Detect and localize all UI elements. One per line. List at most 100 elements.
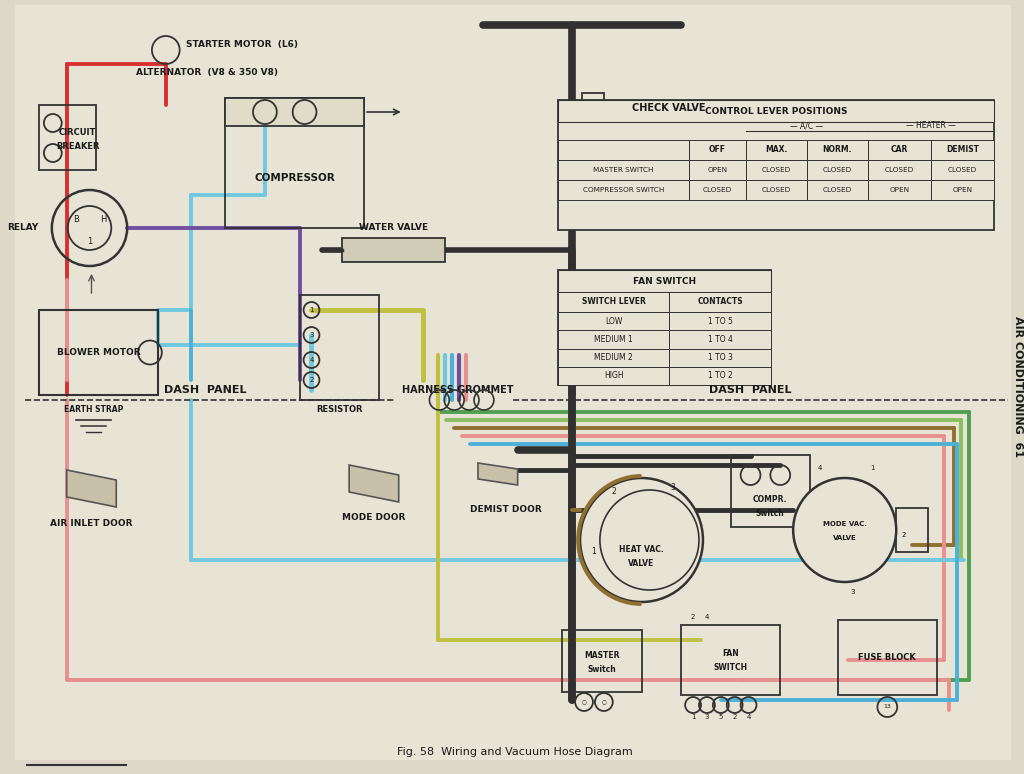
Text: COMPRESSOR: COMPRESSOR bbox=[254, 173, 335, 183]
Bar bbox=[931, 180, 994, 200]
Text: B: B bbox=[73, 215, 79, 224]
Bar bbox=[558, 270, 771, 292]
Text: VALVE: VALVE bbox=[629, 560, 654, 568]
Text: COMPR.: COMPR. bbox=[753, 495, 787, 504]
Text: HIGH: HIGH bbox=[604, 372, 624, 380]
Text: OPEN: OPEN bbox=[952, 187, 973, 193]
Text: — A/C —: — A/C — bbox=[791, 122, 823, 131]
Bar bbox=[39, 310, 158, 395]
Text: 1: 1 bbox=[870, 465, 874, 471]
Bar bbox=[838, 620, 937, 695]
Text: EARTH STRAP: EARTH STRAP bbox=[63, 405, 123, 413]
Text: 4: 4 bbox=[705, 614, 710, 620]
Text: BREAKER: BREAKER bbox=[56, 142, 99, 151]
Text: 4: 4 bbox=[818, 465, 822, 471]
Bar bbox=[669, 348, 771, 367]
Text: LOW: LOW bbox=[605, 317, 623, 326]
Polygon shape bbox=[349, 465, 398, 502]
Text: OFF: OFF bbox=[709, 146, 726, 155]
Text: CIRCUIT: CIRCUIT bbox=[59, 128, 96, 137]
Text: DEMIST: DEMIST bbox=[946, 146, 979, 155]
Text: FAN: FAN bbox=[722, 649, 739, 659]
Bar bbox=[731, 455, 810, 527]
Bar bbox=[558, 348, 669, 367]
Bar bbox=[225, 98, 364, 126]
Bar bbox=[558, 140, 689, 160]
Bar bbox=[225, 98, 364, 228]
Text: CAR: CAR bbox=[891, 146, 908, 155]
Circle shape bbox=[794, 478, 896, 582]
Text: FAN SWITCH: FAN SWITCH bbox=[633, 276, 696, 286]
Text: SWITCH: SWITCH bbox=[714, 663, 748, 673]
Text: 1: 1 bbox=[592, 547, 596, 557]
Text: 1 TO 4: 1 TO 4 bbox=[708, 335, 732, 344]
Text: COMPRESSOR SWITCH: COMPRESSOR SWITCH bbox=[583, 187, 665, 193]
Text: MASTER SWITCH: MASTER SWITCH bbox=[594, 167, 654, 173]
Text: CLOSED: CLOSED bbox=[762, 187, 791, 193]
Bar bbox=[39, 105, 96, 170]
Bar bbox=[689, 160, 745, 180]
Text: Switch: Switch bbox=[588, 665, 616, 673]
Bar bbox=[558, 100, 994, 122]
Text: FUSE BLOCK: FUSE BLOCK bbox=[858, 653, 916, 662]
Bar bbox=[558, 312, 669, 330]
Text: CLOSED: CLOSED bbox=[822, 167, 852, 173]
Text: AIR INLET DOOR: AIR INLET DOOR bbox=[50, 519, 133, 528]
Text: HARNESS GROMMET: HARNESS GROMMET bbox=[402, 385, 514, 395]
Bar bbox=[689, 180, 745, 200]
Text: CONTROL LEVER POSITIONS: CONTROL LEVER POSITIONS bbox=[706, 107, 848, 115]
Bar bbox=[745, 140, 807, 160]
Bar bbox=[558, 270, 771, 385]
Text: 4: 4 bbox=[309, 357, 313, 363]
Text: WATER VALVE: WATER VALVE bbox=[359, 224, 428, 232]
Text: AIR CONDITIONING  61: AIR CONDITIONING 61 bbox=[1013, 317, 1023, 457]
Text: CLOSED: CLOSED bbox=[885, 167, 914, 173]
Bar bbox=[681, 625, 780, 695]
Text: DASH  PANEL: DASH PANEL bbox=[164, 385, 247, 395]
Circle shape bbox=[580, 478, 702, 602]
Bar bbox=[745, 160, 807, 180]
Polygon shape bbox=[478, 463, 518, 485]
Text: 2: 2 bbox=[611, 488, 616, 496]
Text: MASTER: MASTER bbox=[584, 650, 620, 659]
Text: 13: 13 bbox=[884, 704, 891, 710]
Text: Fig. 58  Wiring and Vacuum Hose Diagram: Fig. 58 Wiring and Vacuum Hose Diagram bbox=[396, 747, 633, 757]
Text: VALVE: VALVE bbox=[833, 535, 856, 541]
Text: ○: ○ bbox=[582, 700, 587, 704]
Text: SWITCH LEVER: SWITCH LEVER bbox=[582, 297, 645, 307]
Text: MEDIUM 1: MEDIUM 1 bbox=[594, 335, 633, 344]
Bar bbox=[669, 330, 771, 348]
Bar bbox=[669, 312, 771, 330]
Bar bbox=[807, 140, 868, 160]
Bar bbox=[669, 367, 771, 385]
Bar bbox=[896, 508, 928, 552]
Text: MAX.: MAX. bbox=[765, 146, 787, 155]
Text: 1 TO 5: 1 TO 5 bbox=[708, 317, 732, 326]
Bar bbox=[807, 180, 868, 200]
Text: STARTER MOTOR  (L6): STARTER MOTOR (L6) bbox=[185, 39, 298, 49]
Text: 4: 4 bbox=[746, 714, 751, 720]
Text: DEMIST DOOR: DEMIST DOOR bbox=[470, 505, 542, 515]
Text: 2: 2 bbox=[732, 714, 737, 720]
Text: OPEN: OPEN bbox=[890, 187, 909, 193]
Text: CLOSED: CLOSED bbox=[762, 167, 791, 173]
Text: 3: 3 bbox=[850, 589, 855, 595]
Text: CLOSED: CLOSED bbox=[948, 167, 977, 173]
Text: 1: 1 bbox=[309, 307, 313, 313]
Text: 3: 3 bbox=[309, 332, 313, 338]
Bar bbox=[689, 140, 745, 160]
Text: 1 TO 3: 1 TO 3 bbox=[708, 353, 732, 362]
Text: 5: 5 bbox=[719, 714, 723, 720]
Text: 1 TO 2: 1 TO 2 bbox=[708, 372, 732, 380]
Bar bbox=[745, 180, 807, 200]
Text: MEDIUM 2: MEDIUM 2 bbox=[594, 353, 633, 362]
Text: CLOSED: CLOSED bbox=[702, 187, 732, 193]
Text: MODE VAC.: MODE VAC. bbox=[822, 521, 866, 527]
Text: MODE DOOR: MODE DOOR bbox=[342, 513, 406, 522]
Bar bbox=[558, 330, 669, 348]
Text: H: H bbox=[100, 215, 106, 224]
Text: 1: 1 bbox=[691, 714, 695, 720]
Text: 2: 2 bbox=[309, 377, 313, 383]
Text: ○: ○ bbox=[601, 700, 606, 704]
Bar bbox=[562, 630, 641, 692]
